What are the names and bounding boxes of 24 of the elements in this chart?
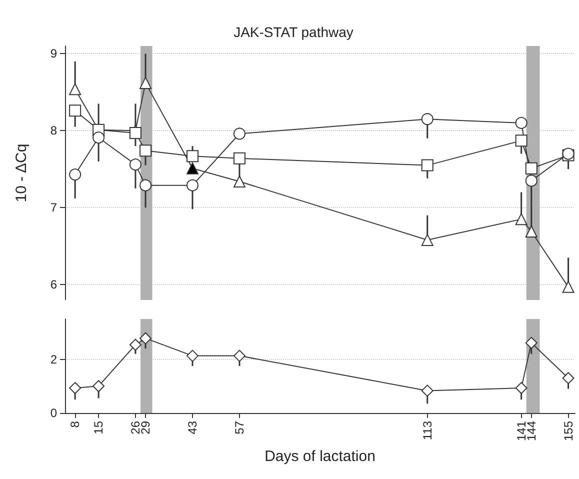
x-tick-label: 43 <box>186 420 200 434</box>
x-tick-label: 15 <box>92 420 106 434</box>
point <box>140 179 152 192</box>
point <box>186 162 198 174</box>
point <box>129 126 142 139</box>
y-tick-label: 8 <box>50 124 58 138</box>
y-tick-label: 7 <box>50 200 58 215</box>
point <box>233 152 246 164</box>
y-tick-label: 0 <box>50 406 58 420</box>
point <box>421 159 434 172</box>
x-tick-label: 113 <box>420 420 434 440</box>
point <box>140 144 152 157</box>
x-tick-label: 8 <box>68 420 82 428</box>
point <box>525 162 538 174</box>
y-axis-title: 10 - ΔCq <box>13 144 30 202</box>
chart-title: JAK-STAT pathway <box>234 24 354 40</box>
y-tick-label: 9 <box>50 46 58 61</box>
y-tick-label: 6 <box>50 278 58 292</box>
y-tick-label: 2 <box>50 352 58 366</box>
point <box>515 134 528 147</box>
x-tick-label: 155 <box>561 420 576 442</box>
x-axis-title: Days of lactation <box>264 448 376 465</box>
x-tick-label: 57 <box>232 420 246 434</box>
point <box>525 174 538 187</box>
